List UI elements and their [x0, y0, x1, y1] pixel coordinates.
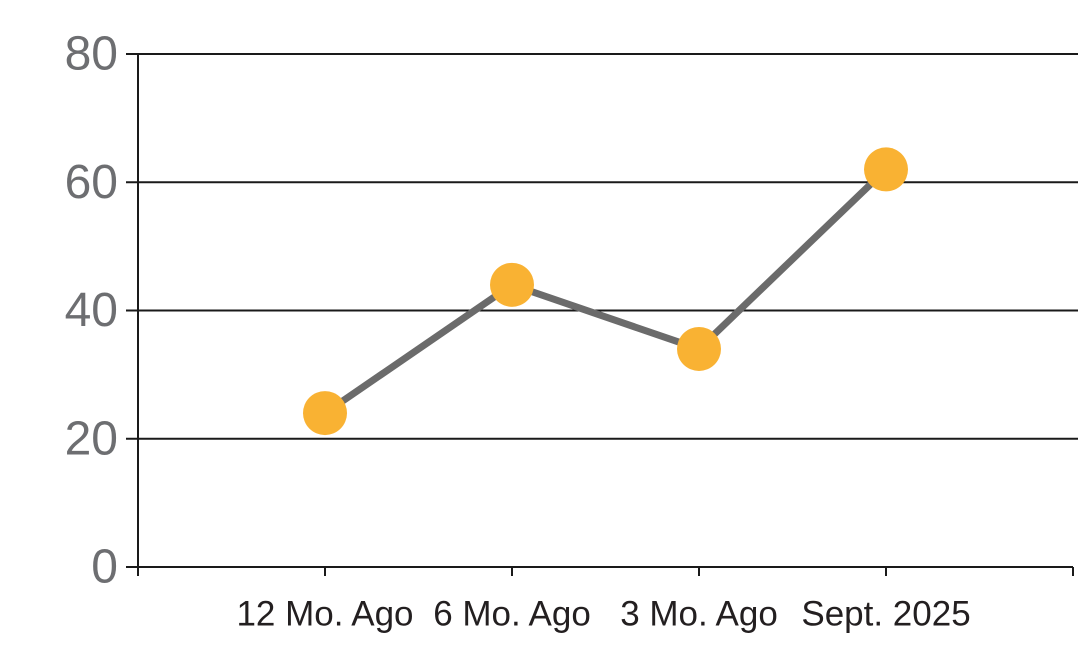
data-point-12-mo-ago — [303, 391, 347, 436]
axes — [126, 54, 1073, 576]
x-tick-label-3: Sept. 2025 — [801, 595, 970, 634]
y-tick-label-20: 20 — [65, 412, 118, 465]
data-series — [323, 166, 889, 416]
x-tick-label-0: 12 Mo. Ago — [236, 595, 413, 634]
y-tick-label-0: 0 — [91, 541, 118, 594]
data-point-3-mo-ago — [677, 326, 721, 371]
data-point-6-mo-ago — [490, 262, 534, 307]
series-line — [323, 166, 889, 416]
data-point-sept-2025 — [864, 147, 908, 192]
data-point-markers — [303, 147, 908, 436]
x-axis-ticks — [324, 567, 1074, 576]
gridlines — [126, 53, 1078, 440]
y-tick-label-40: 40 — [65, 284, 118, 337]
x-tick-label-2: 3 Mo. Ago — [620, 595, 778, 634]
y-tick-label-80: 80 — [65, 28, 118, 81]
y-tick-label-60: 60 — [65, 156, 118, 209]
x-tick-label-1: 6 Mo. Ago — [433, 595, 591, 634]
y-axis-labels: 0 20 40 60 80 — [65, 28, 118, 594]
x-axis-labels: 12 Mo. Ago 6 Mo. Ago 3 Mo. Ago Sept. 2025 — [236, 595, 970, 634]
